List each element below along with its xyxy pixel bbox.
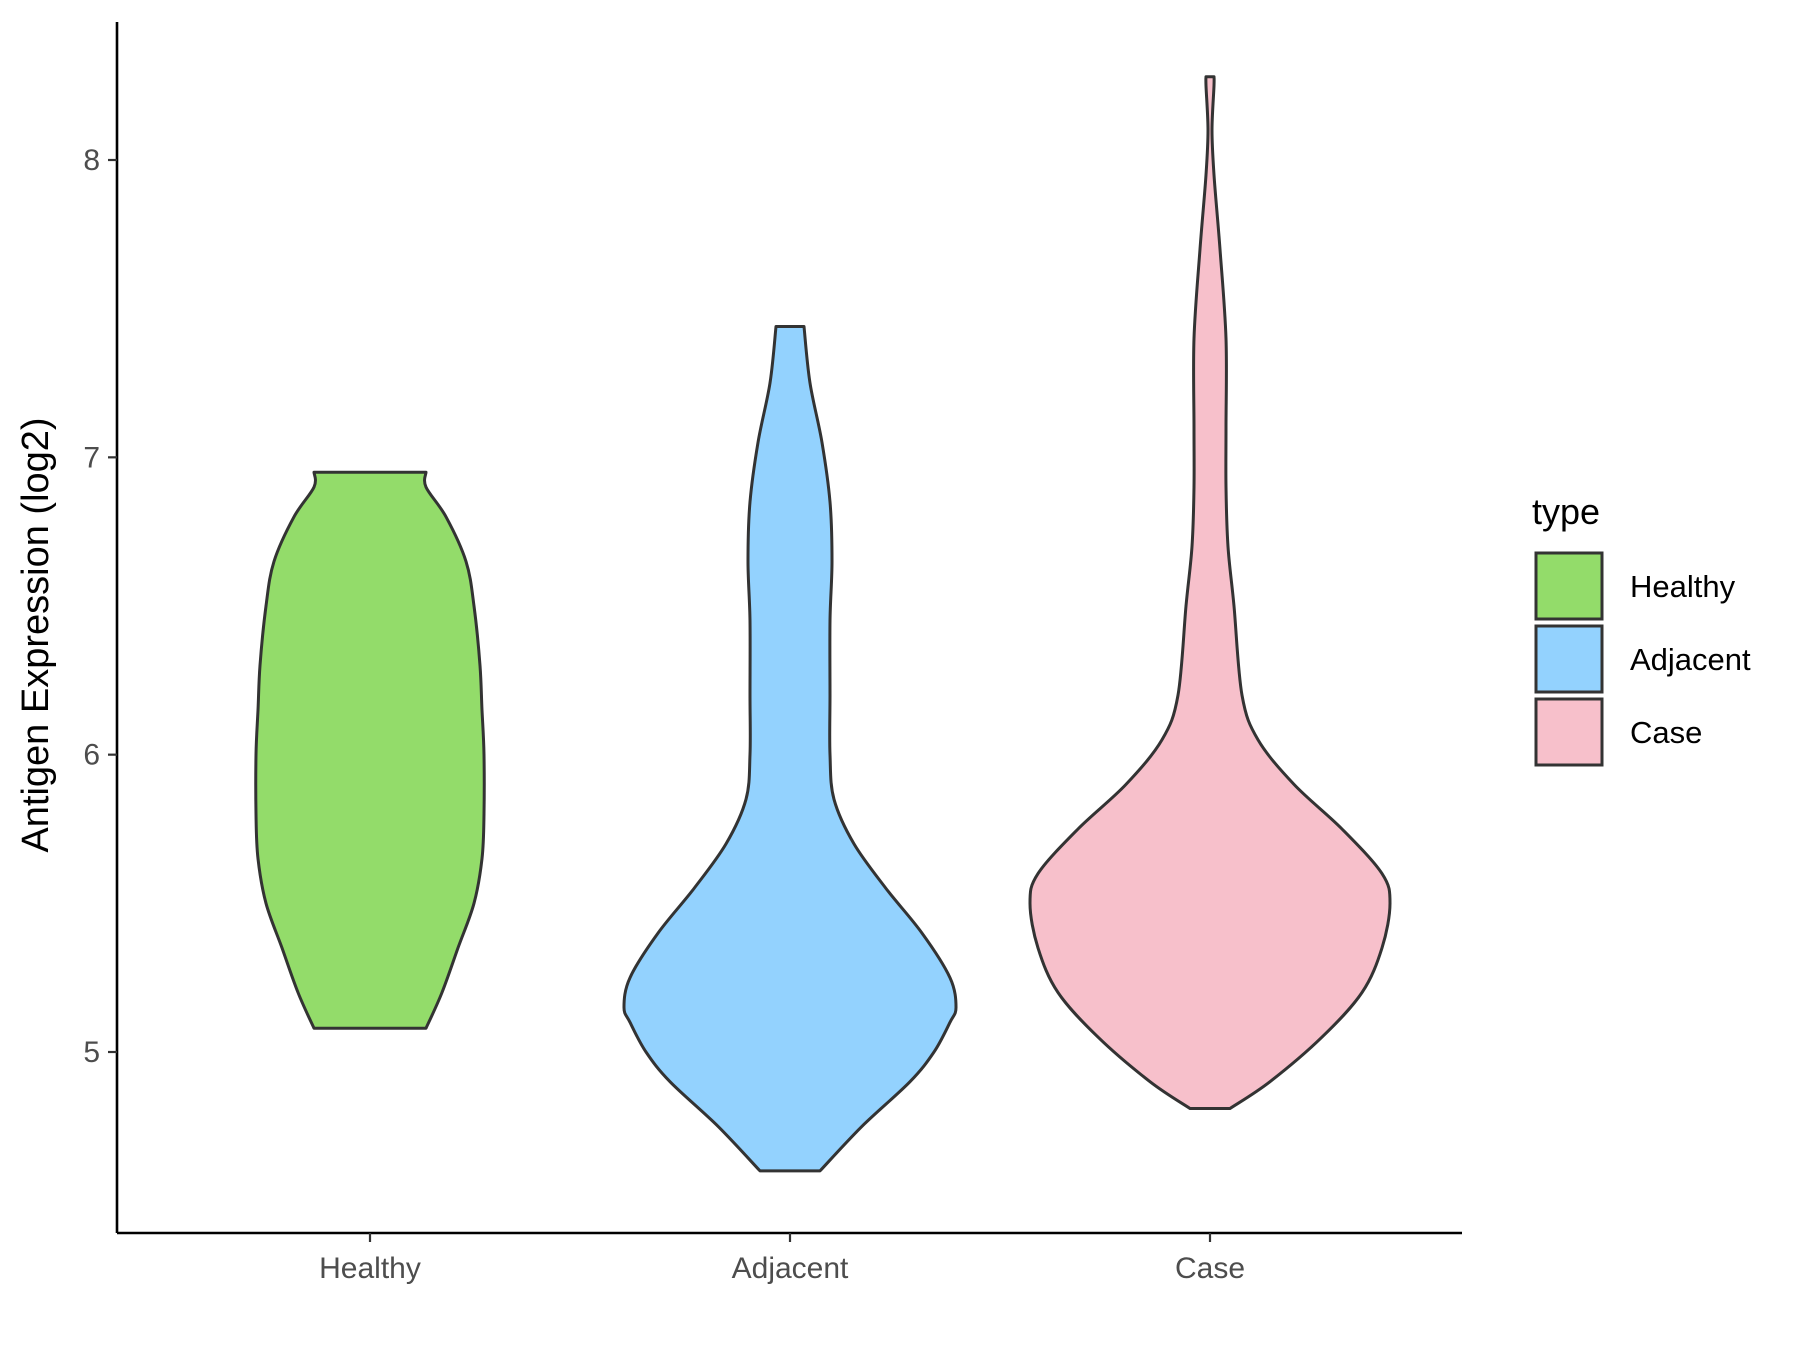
y-tick-label: 6 [83,739,100,772]
violin-healthy [254,470,486,1030]
legend-key-healthy [1534,551,1604,621]
x-tick-label: Adjacent [732,1252,849,1285]
legend-label-case: Case [1630,715,1702,750]
violin-adjacent [622,325,958,1173]
legend-title: type [1532,491,1600,532]
axes: 5 6 7 8 Healthy Adjacent Case [83,22,1462,1285]
legend-label-healthy: Healthy [1630,569,1736,604]
plot-area [254,75,1392,1173]
legend-label-adjacent: Adjacent [1630,642,1751,677]
violin-case [1028,75,1392,1110]
y-axis-title: Antigen Expression (log2) [15,417,57,852]
x-tick-label: Case [1175,1252,1245,1285]
legend: type Healthy Adjacent Case [1532,491,1751,767]
y-tick-label: 7 [83,441,100,474]
legend-key-adjacent [1534,624,1604,694]
y-tick-label: 8 [83,144,100,177]
y-tick-label: 5 [83,1036,100,1069]
x-tick-label: Healthy [319,1252,421,1285]
legend-key-case [1534,697,1604,767]
